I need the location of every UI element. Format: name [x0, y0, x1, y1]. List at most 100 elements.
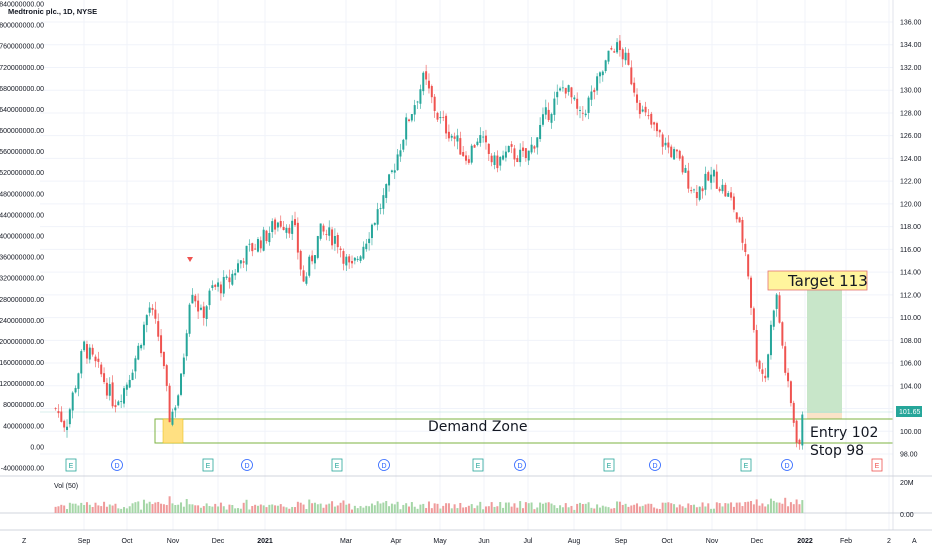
candle	[604, 59, 607, 74]
volume-bar	[533, 509, 536, 513]
volume-bar	[117, 508, 120, 513]
candle	[100, 362, 103, 378]
volume-bar	[88, 504, 91, 513]
candle	[402, 138, 405, 153]
volume-bar	[285, 507, 288, 513]
volume-bar	[197, 505, 200, 513]
price-tick-label: 128.00	[900, 110, 922, 117]
candle	[715, 164, 718, 189]
time-axis-label[interactable]: Jul	[524, 538, 533, 545]
time-axis-label[interactable]: Jun	[478, 538, 489, 545]
time-axis-label[interactable]: Apr	[391, 538, 403, 545]
volume-bar	[194, 505, 197, 513]
candle	[274, 217, 277, 235]
candle	[541, 107, 544, 127]
price-scale[interactable]: 136.00 134.00 132.00 130.00 128.00 126.00 124.…	[900, 20, 922, 459]
candle	[111, 375, 114, 409]
candle	[618, 35, 621, 57]
candle	[636, 88, 639, 111]
candle	[507, 145, 510, 153]
candle	[559, 86, 562, 92]
candle	[456, 128, 459, 150]
candle	[208, 288, 211, 310]
time-axis-label[interactable]: Nov	[706, 538, 719, 545]
left-scale-label: 680000000.00	[0, 86, 44, 93]
candle	[710, 166, 713, 190]
candle	[410, 113, 413, 123]
dividend-marker[interactable]: D	[781, 459, 793, 471]
earnings-marker[interactable]: E	[472, 458, 484, 472]
candle	[114, 399, 117, 413]
earnings-marker[interactable]: E	[65, 458, 77, 472]
time-axis-label[interactable]: Oct	[662, 538, 673, 545]
earnings-marker[interactable]: E	[331, 458, 343, 472]
time-axis-label[interactable]: May	[433, 538, 447, 545]
candle	[453, 132, 456, 147]
candle	[784, 341, 787, 376]
candle	[191, 288, 194, 304]
volume-bar	[462, 507, 465, 513]
volume-bar	[673, 504, 676, 513]
volume-bar	[484, 506, 487, 513]
price-tick-label: 118.00	[900, 224, 921, 231]
candle	[271, 218, 274, 238]
time-axis-label[interactable]: Mar	[340, 538, 353, 545]
price-tick-label: 134.00	[900, 42, 922, 49]
time-axis-label[interactable]: Sep	[78, 538, 91, 545]
dividend-marker[interactable]: D	[378, 459, 390, 471]
time-axis-label[interactable]: Nov	[167, 538, 180, 545]
dividend-marker[interactable]: D	[649, 459, 661, 471]
volume-bar	[541, 503, 544, 513]
volume-bar	[319, 503, 322, 513]
time-axis-label[interactable]: Sep	[615, 538, 628, 545]
time-axis-label[interactable]: Oct	[122, 538, 133, 545]
time-axis-label[interactable]: Feb	[840, 538, 852, 545]
volume-bar	[205, 503, 208, 513]
candle	[285, 224, 288, 239]
candle	[487, 143, 490, 161]
volume-bar	[111, 505, 114, 513]
volume-bar	[154, 502, 157, 513]
candle	[362, 241, 365, 261]
dividend-marker[interactable]: D	[241, 459, 253, 471]
time-axis-label[interactable]: Aug	[568, 538, 581, 545]
earnings-marker[interactable]: E	[202, 458, 214, 472]
volume-bar	[769, 498, 772, 513]
svg-text:E: E	[875, 463, 880, 470]
candle	[581, 106, 584, 121]
left-scale-label: 520000000.00	[0, 170, 44, 177]
time-axis-label[interactable]: Dec	[212, 538, 225, 545]
volume-bar	[761, 503, 764, 513]
volume-bar	[644, 504, 647, 513]
volume-bar	[519, 501, 522, 513]
volume-bar	[616, 501, 619, 513]
time-axis-label[interactable]: 2021	[257, 538, 273, 545]
zoom-button[interactable]: Z	[22, 538, 27, 545]
time-axis-label[interactable]: 2	[887, 538, 891, 545]
volume-bar	[795, 499, 798, 513]
time-axis-label[interactable]: 2022	[797, 538, 813, 545]
time-axis-label[interactable]: Dec	[751, 538, 764, 545]
volume-bar	[388, 506, 391, 513]
earnings-marker[interactable]: E	[871, 458, 883, 472]
candle	[502, 150, 505, 161]
candle	[647, 108, 650, 120]
auto-scale-button[interactable]: A	[912, 538, 917, 545]
candle	[160, 329, 163, 358]
dividend-marker[interactable]: D	[111, 459, 123, 471]
earnings-marker[interactable]: E	[603, 458, 615, 472]
time-axis[interactable]: Sep Oct Nov Dec 2021 Mar Apr May Jun Jul Aug Sep Oct…	[78, 538, 891, 545]
volume-bar	[447, 503, 450, 513]
volume-bar	[787, 506, 790, 513]
volume-bar	[650, 503, 653, 513]
left-scale-label: 240000000.00	[0, 318, 44, 325]
candle	[573, 95, 576, 101]
volume-bar	[274, 505, 277, 513]
dividend-marker[interactable]: D	[514, 459, 526, 471]
candle	[299, 249, 302, 276]
volume-bar	[302, 504, 305, 513]
earnings-marker[interactable]: E	[740, 458, 752, 472]
volume-bar	[208, 506, 211, 513]
volume-bar	[798, 504, 801, 513]
